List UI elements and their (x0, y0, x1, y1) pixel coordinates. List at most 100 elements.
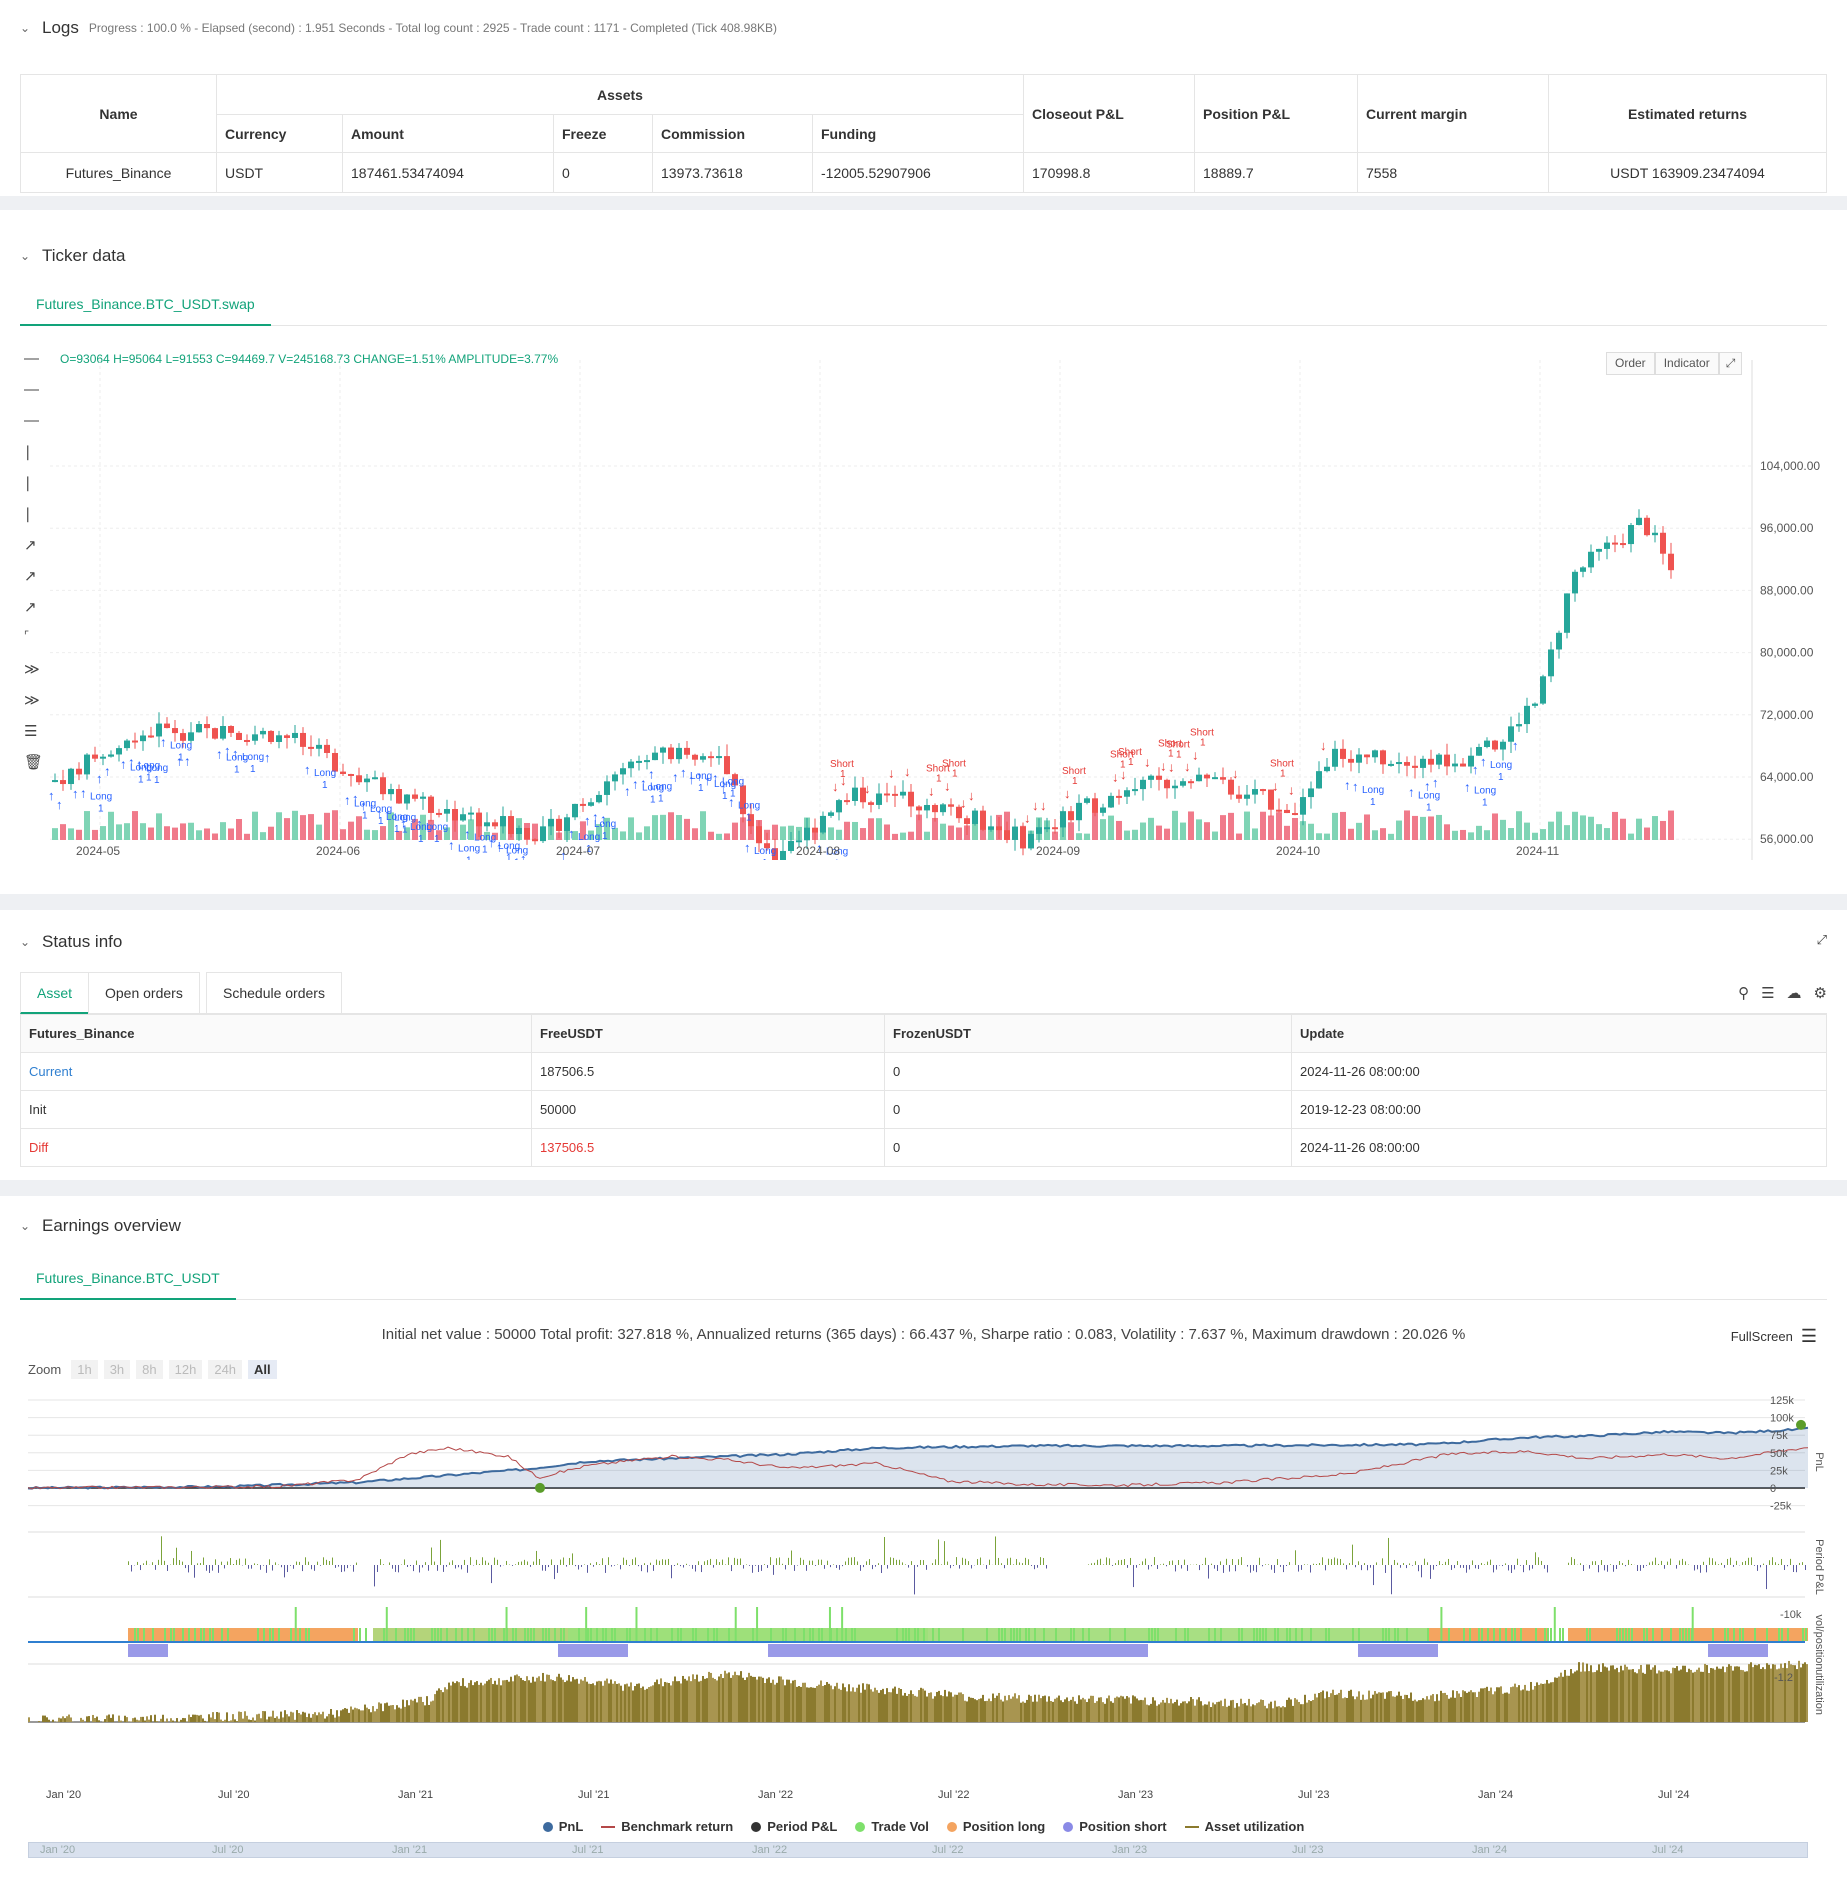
long-label: Long (354, 798, 376, 809)
segment-line-icon[interactable]: ↗ (24, 599, 37, 616)
zoom-12h[interactable]: 12h (168, 1360, 203, 1379)
utilization-bar (1304, 1694, 1306, 1722)
zoom-1h[interactable]: 1h (71, 1360, 98, 1379)
price-label-icon[interactable]: ⌜ (24, 630, 30, 642)
period-bar (1589, 1565, 1590, 1569)
legend-item[interactable]: Position long (946, 1819, 1045, 1834)
volume-bar (1108, 815, 1114, 840)
zoom-all[interactable]: All (248, 1360, 277, 1379)
trade-vol-bar (437, 1628, 439, 1641)
period-bar (851, 1557, 852, 1565)
utilization-bar (812, 1687, 814, 1722)
utilization-bar (678, 1681, 680, 1722)
tab-btc-usdt-swap[interactable]: Futures_Binance.BTC_USDT.swap (20, 284, 271, 326)
trade-vol-bar (1628, 1628, 1630, 1641)
menu-icon[interactable]: ☰ (1800, 1326, 1817, 1346)
expand-icon[interactable]: ⤢ (1718, 352, 1743, 375)
parallel-channel-icon[interactable]: ≫ (24, 661, 40, 678)
vertical-ray-icon[interactable]: ∣ (24, 475, 32, 492)
chevron-down-icon[interactable]: ⌄ (20, 21, 31, 35)
legend-item[interactable]: PnL (542, 1819, 583, 1834)
status-header[interactable]: ⌄ Status info (20, 928, 122, 956)
candle-body (1428, 758, 1434, 765)
horizontal-ray-icon[interactable]: — (24, 381, 39, 398)
utilization-bar (1200, 1701, 1202, 1722)
utilization-bar (1742, 1670, 1744, 1722)
utilization-bar (530, 1682, 532, 1722)
logs-header[interactable]: ⌄ Logs Progress : 100.0 % - Elapsed (sec… (20, 14, 777, 42)
chevron-down-icon[interactable]: ⌄ (20, 935, 31, 949)
order-button[interactable]: Order (1606, 352, 1655, 375)
trade-vol-bar (395, 1628, 397, 1641)
utilization-bar (1038, 1694, 1040, 1722)
indicator-button[interactable]: Indicator (1654, 352, 1719, 375)
period-bar (1166, 1565, 1167, 1567)
vertical-line-icon[interactable]: ∣ (24, 444, 32, 461)
period-bar (488, 1562, 489, 1565)
gear-icon[interactable]: ⚙ (1813, 985, 1827, 1002)
zoom-8h[interactable]: 8h (136, 1360, 163, 1379)
period-bar (236, 1559, 237, 1565)
trade-vol-spike (1440, 1607, 1443, 1641)
tab-open-orders[interactable]: Open orders (88, 972, 200, 1014)
ticker-header[interactable]: ⌄ Ticker data (20, 242, 125, 270)
navigator-scrollbar[interactable] (28, 1842, 1808, 1858)
zoom-3h[interactable]: 3h (103, 1360, 131, 1379)
cell-funding: -12005.52907906 (812, 152, 1024, 193)
trash-icon[interactable]: 🗑 (24, 754, 44, 771)
volume-bar (1212, 831, 1218, 840)
legend-item[interactable]: Trade Vol (855, 1819, 929, 1834)
collapse-icon[interactable]: ⤢ (1816, 932, 1827, 947)
period-bar (1532, 1565, 1533, 1569)
utilization-bar (1044, 1695, 1046, 1722)
utilization-bar (1490, 1687, 1492, 1722)
trend-line-icon[interactable]: ↗ (24, 537, 37, 554)
tab-schedule-orders[interactable]: Schedule orders (206, 972, 342, 1014)
candle-body (1612, 542, 1618, 545)
fullscreen-button[interactable]: FullScreen ☰ (1731, 1326, 1817, 1347)
list-icon[interactable]: ☰ (1761, 985, 1775, 1002)
tab-btc-usdt[interactable]: Futures_Binance.BTC_USDT (20, 1258, 236, 1300)
utilization-bar (274, 1717, 276, 1722)
utilization-bar (248, 1719, 250, 1722)
row-label-current[interactable]: Current (20, 1052, 532, 1091)
utilization-bar (674, 1676, 676, 1722)
legend-item[interactable]: Benchmark return (601, 1819, 733, 1834)
chevron-down-icon[interactable]: ⌄ (20, 249, 31, 263)
earnings-chart[interactable]: 175k150k125k100k75k50k25k0-25k-10k-1.2Pn… (0, 1392, 1847, 1862)
period-bar (1646, 1565, 1647, 1566)
period-bar (308, 1561, 309, 1565)
search-icon[interactable]: ⚲ (1738, 985, 1750, 1002)
earnings-header[interactable]: ⌄ Earnings overview (20, 1212, 181, 1240)
period-bar (1112, 1565, 1113, 1566)
chevron-down-icon[interactable]: ⌄ (20, 1219, 31, 1233)
tab-asset[interactable]: Asset (20, 972, 90, 1014)
utilization-bar (356, 1708, 358, 1722)
layers-icon[interactable]: ☰ (24, 723, 38, 740)
legend-item[interactable]: Period P&L (751, 1819, 837, 1834)
period-bar (1241, 1557, 1242, 1565)
utilization-bar (768, 1677, 770, 1722)
fibonacci-icon[interactable]: ≫ (24, 692, 40, 709)
horizontal-line-icon[interactable]: — (24, 350, 39, 367)
legend-item[interactable]: Asset utilization (1184, 1819, 1304, 1834)
candle-body (820, 815, 826, 833)
volume-bar (340, 829, 346, 840)
trade-vol-bar (1481, 1628, 1483, 1641)
candle-body (292, 732, 298, 738)
vertical-segment-icon[interactable]: ∣ (24, 506, 32, 523)
zoom-24h[interactable]: 24h (208, 1360, 243, 1379)
utilization-bar (788, 1679, 790, 1722)
period-bar (230, 1558, 231, 1565)
legend-item[interactable]: Position short (1063, 1819, 1167, 1834)
ray-line-icon[interactable]: ↗ (24, 568, 37, 585)
cloud-download-icon[interactable]: ☁ (1786, 985, 1802, 1002)
period-bar (284, 1565, 285, 1578)
period-bar (1343, 1563, 1344, 1565)
horizontal-segment-icon[interactable]: — (24, 412, 39, 429)
period-bar (1667, 1561, 1668, 1565)
short-arrow: ↓ (904, 764, 911, 779)
utilization-bar (918, 1690, 920, 1722)
utilization-bar (1488, 1690, 1490, 1722)
